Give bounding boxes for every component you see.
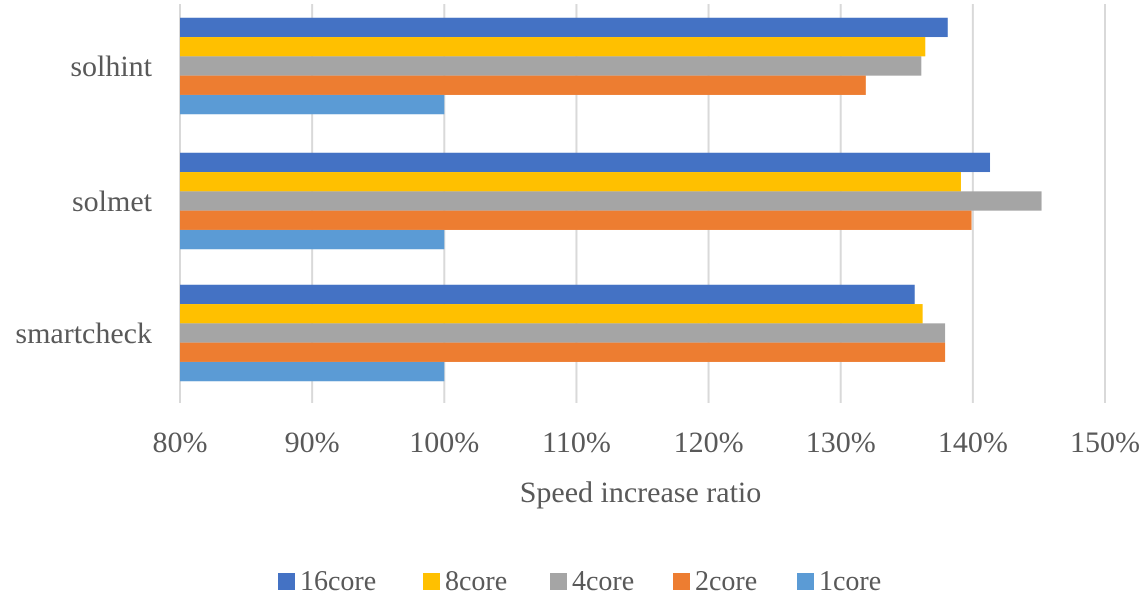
legend-swatch-1core — [797, 573, 814, 590]
category-labels: solhint solmet smartcheck — [15, 50, 152, 350]
x-tick-label: 100% — [409, 426, 479, 459]
legend-swatch-4core — [550, 573, 567, 590]
bar-smartcheck-8core — [180, 304, 923, 324]
bar-smartcheck-4core — [180, 323, 946, 343]
legend-swatch-16core — [278, 573, 295, 590]
x-tick-label: 80% — [153, 426, 208, 459]
x-tick-label: 110% — [542, 426, 611, 459]
x-tick-label: 140% — [938, 426, 1008, 459]
x-tick-label: 90% — [285, 426, 340, 459]
bar-solmet-8core — [180, 172, 961, 192]
x-tick-labels: 80% 90% 100% 110% 120% 130% 140% 150% — [153, 426, 1141, 459]
x-axis-title: Speed increase ratio — [520, 476, 762, 509]
legend-swatch-8core — [423, 573, 440, 590]
category-label: smartcheck — [15, 317, 152, 350]
category-label: solhint — [70, 50, 152, 83]
x-tick-label: 130% — [806, 426, 876, 459]
bar-smartcheck-2core — [180, 342, 946, 362]
legend: 16core 8core 4core 2core 1core — [278, 566, 881, 597]
category-label: solmet — [72, 185, 153, 218]
bar-solhint-2core — [180, 75, 866, 95]
bar-solhint-4core — [180, 56, 922, 76]
bar-solhint-8core — [180, 37, 926, 57]
bar-solmet-2core — [180, 210, 972, 230]
legend-label: 2core — [695, 566, 757, 597]
legend-label: 4core — [572, 566, 634, 597]
bar-smartcheck-16core — [180, 284, 915, 305]
x-tick-label: 120% — [674, 426, 744, 459]
bar-solmet-1core — [180, 229, 445, 250]
x-tick-label: 150% — [1070, 426, 1140, 459]
legend-swatch-2core — [673, 573, 690, 590]
legend-label: 16core — [300, 566, 376, 597]
bar-smartcheck-1core — [180, 361, 445, 382]
bar-solhint-1core — [180, 94, 445, 115]
legend-label: 8core — [445, 566, 507, 597]
bar-solmet-4core — [180, 191, 1042, 211]
bar-solhint-16core — [180, 17, 948, 38]
legend-label: 1core — [819, 566, 881, 597]
bars — [180, 17, 1042, 382]
bar-solmet-16core — [180, 152, 991, 173]
